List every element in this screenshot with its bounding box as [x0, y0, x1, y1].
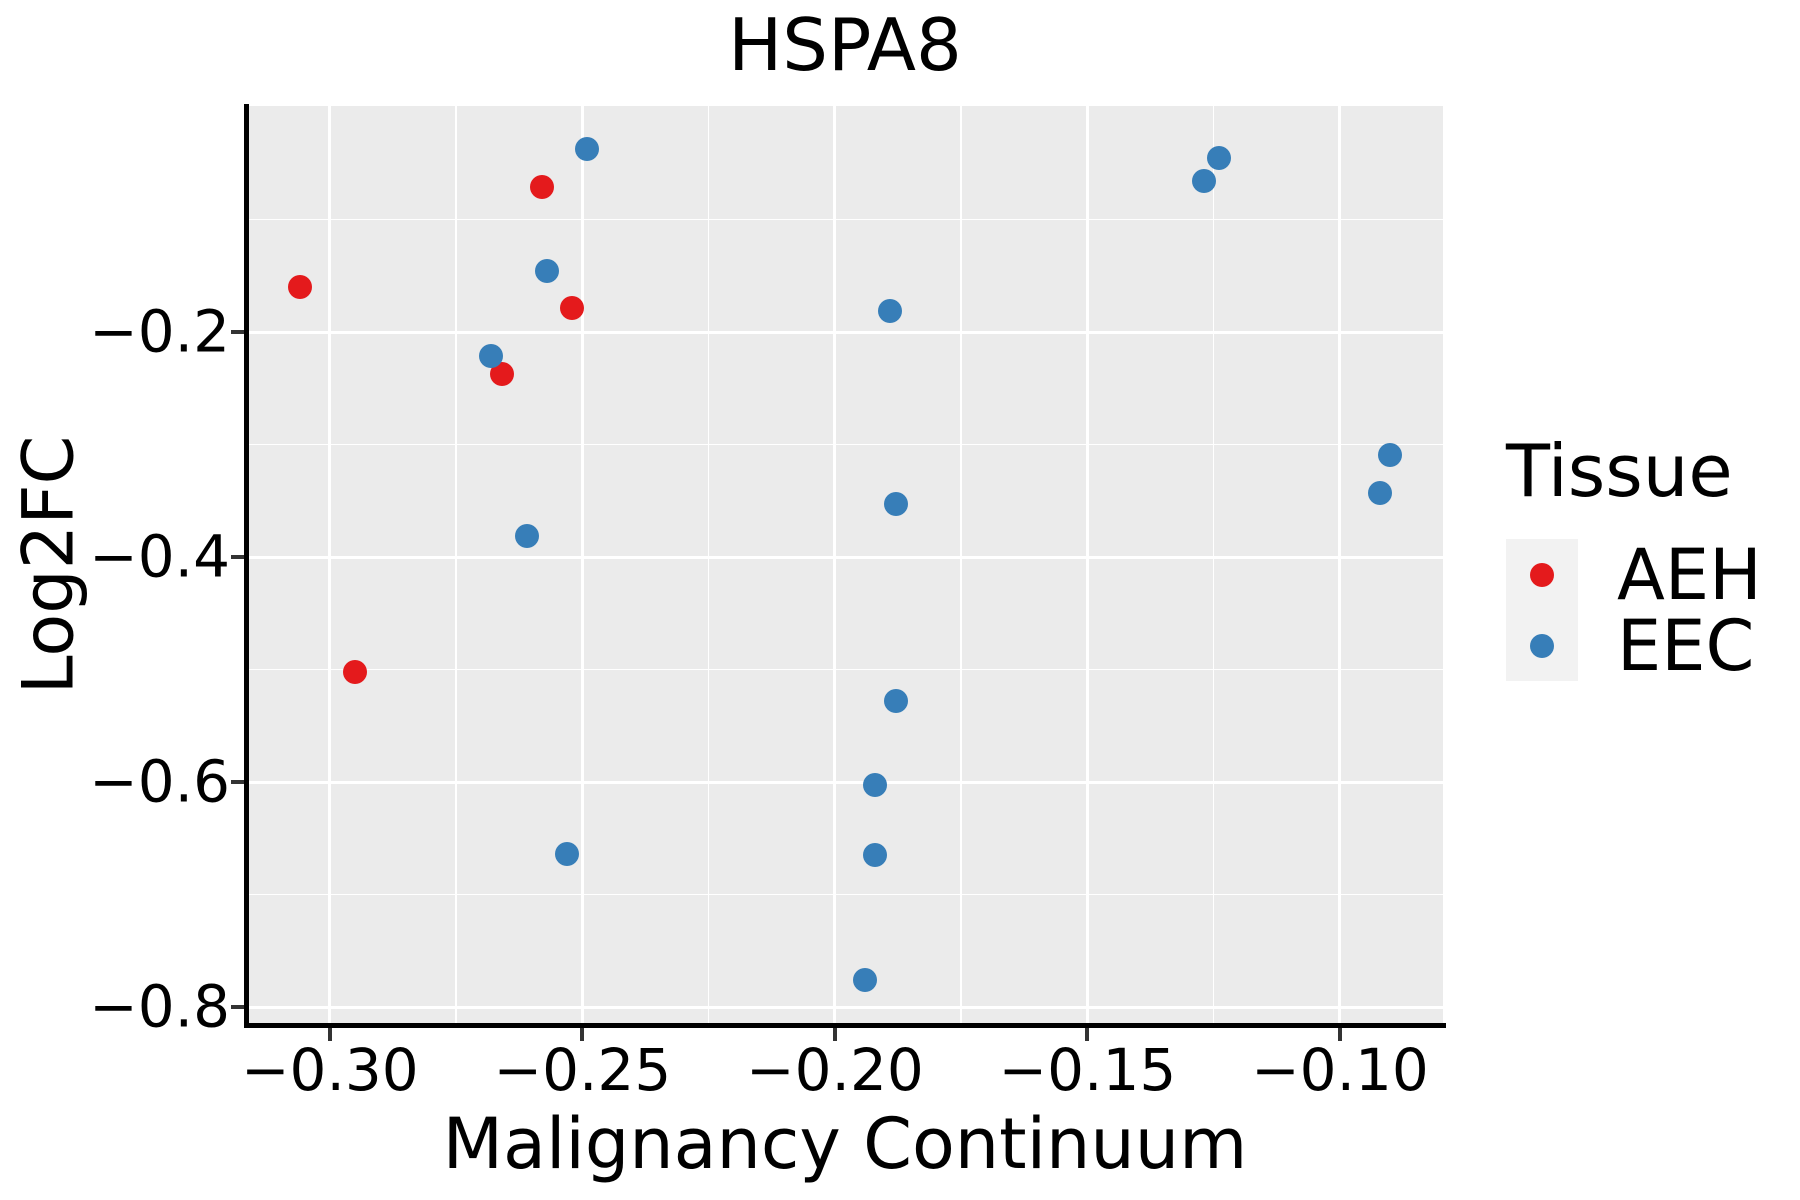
y-tick-label: −0.6: [89, 747, 230, 816]
x-tick-mark: [327, 1028, 332, 1041]
data-point-eec: [1378, 442, 1403, 467]
data-point-eec: [514, 523, 539, 548]
legend-item-eec: EEC: [1506, 604, 1762, 687]
x-tick-mark: [580, 1028, 585, 1041]
x-major-gridline: [1338, 106, 1342, 1025]
y-tick-mark: [231, 330, 244, 335]
data-point-eec: [853, 968, 878, 992]
aeh-dot-icon: [1530, 562, 1554, 587]
y-tick-mark: [231, 1005, 244, 1009]
x-major-gridline: [833, 106, 837, 1025]
y-minor-gridline: [247, 443, 1443, 446]
data-point-aeh: [529, 174, 554, 199]
legend-key: [1506, 539, 1578, 611]
legend-item-label: EEC: [1617, 604, 1755, 687]
x-tick-mark: [1337, 1028, 1342, 1041]
y-major-gridline: [247, 330, 1443, 334]
y-tick-label: −0.8: [89, 972, 230, 1041]
y-major-gridline: [247, 555, 1443, 559]
y-axis-title: Log2FC: [7, 435, 90, 695]
legend-key: [1506, 610, 1578, 682]
x-tick-mark: [832, 1028, 837, 1041]
plot-title: HSPA8: [728, 3, 962, 87]
x-major-gridline: [1085, 106, 1089, 1025]
x-tick-label: −0.20: [746, 1036, 924, 1104]
eec-dot-icon: [1530, 633, 1554, 658]
y-tick-label: −0.2: [89, 297, 230, 366]
x-minor-gridline: [960, 106, 962, 1025]
x-minor-gridline: [707, 106, 710, 1025]
y-tick-label: −0.4: [89, 522, 230, 591]
data-point-aeh: [343, 659, 368, 684]
y-major-gridline: [247, 780, 1443, 784]
x-tick-label: −0.25: [493, 1036, 672, 1104]
legend: Tissue AEH EEC: [1506, 429, 1762, 687]
legend-title: Tissue: [1506, 429, 1733, 513]
x-minor-gridline: [1212, 106, 1215, 1025]
plot-panel: [247, 106, 1443, 1025]
x-tick-label: −0.30: [240, 1036, 419, 1104]
x-tick-mark: [1085, 1028, 1090, 1041]
data-point-eec: [1191, 169, 1216, 194]
x-minor-gridline: [455, 106, 457, 1025]
data-point-eec: [555, 842, 580, 867]
data-point-aeh: [287, 275, 312, 300]
x-major-gridline: [328, 106, 332, 1025]
data-point-eec: [575, 136, 600, 161]
data-point-eec: [863, 773, 888, 798]
data-point-eec: [1368, 480, 1393, 505]
y-tick-mark: [231, 555, 244, 560]
data-point-eec: [863, 843, 888, 868]
data-point-eec: [883, 492, 908, 517]
y-minor-gridline: [247, 218, 1443, 221]
y-minor-gridline: [247, 668, 1443, 671]
y-minor-gridline: [247, 893, 1443, 896]
data-point-aeh: [560, 296, 585, 321]
data-point-eec: [883, 689, 908, 714]
data-point-eec: [878, 298, 903, 323]
data-point-eec: [535, 259, 559, 284]
x-tick-label: −0.10: [1251, 1036, 1429, 1104]
x-axis-line: [244, 1023, 1446, 1028]
x-tick-label: −0.15: [998, 1036, 1177, 1104]
y-axis-line: [244, 104, 249, 1028]
data-point-eec: [1206, 145, 1231, 170]
y-tick-mark: [231, 780, 244, 785]
y-major-gridline: [247, 1005, 1443, 1009]
x-major-gridline: [580, 106, 584, 1025]
legend-item-aeh: AEH: [1506, 533, 1762, 616]
legend-item-label: AEH: [1617, 533, 1762, 616]
data-point-eec: [479, 343, 504, 368]
x-axis-title: Malignancy Continuum: [442, 1103, 1248, 1185]
